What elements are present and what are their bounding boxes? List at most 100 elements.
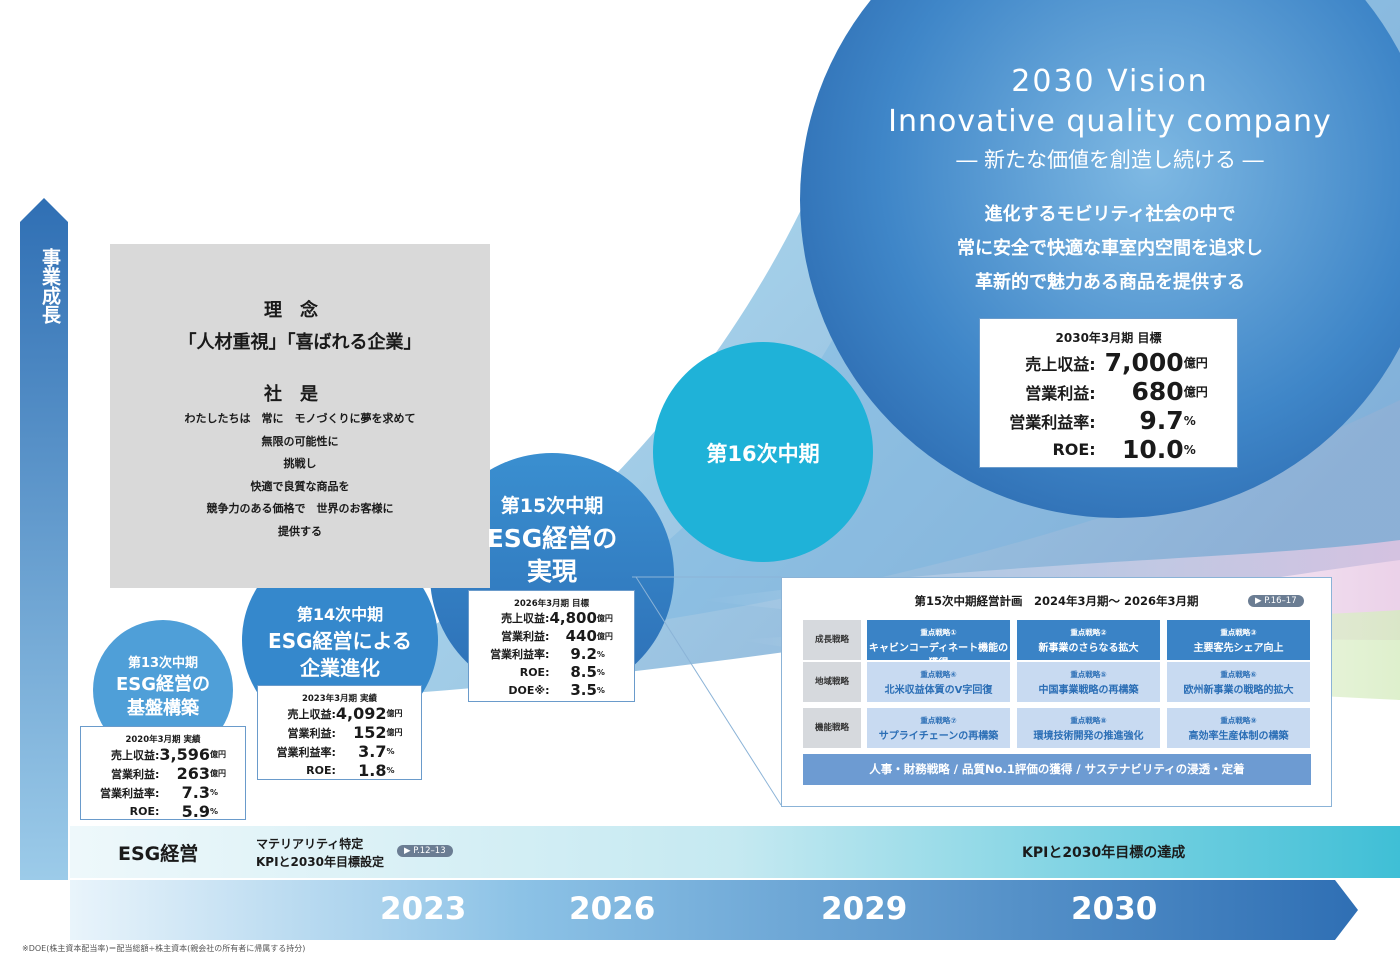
strategy-name: 新事業のさらなる拡大 <box>1038 643 1139 654</box>
kpi-value: 1.8 <box>358 761 387 780</box>
kpi-value: 263 <box>176 764 210 783</box>
strategy-name: 主要客先シェア向上 <box>1193 643 1284 654</box>
kpi-unit: % <box>210 788 219 797</box>
philosophy-quote: 「人材重視」「喜ばれる企業」 <box>178 332 422 353</box>
kpi-unit: % <box>386 766 395 775</box>
kpi-value: 8.5 <box>570 663 597 681</box>
kpi-unit: % <box>1183 442 1196 457</box>
kpi-label: ROE: <box>1052 440 1096 459</box>
kpi-value: 440 <box>565 627 597 645</box>
kpi-label: 売上収益: <box>501 612 550 625</box>
esg-page-ref-link[interactable]: ▶ P.12–13 <box>397 845 453 857</box>
strategy-number: 重点戦略① <box>920 628 957 637</box>
phase-15-line: 実現 <box>526 557 577 586</box>
esg-label: ESG経営 <box>118 843 199 865</box>
kpi-label: ROE: <box>306 764 336 777</box>
strategy-cell: 重点戦略⑥ 欧州新事業の戦略的拡大 <box>1167 662 1310 702</box>
plan-page-ref-link[interactable]: ▶ P.16–17 <box>1248 595 1304 607</box>
strategy-cell: 重点戦略③ 主要客先シェア向上 <box>1167 620 1310 660</box>
kpi-unit: 億円 <box>386 728 403 737</box>
strategy-number: 重点戦略④ <box>920 670 957 679</box>
strategy-number: 重点戦略⑧ <box>1070 716 1107 725</box>
strategy-name: サプライチェーンの再構築 <box>878 731 999 742</box>
result-2023-title: 2023年3月期 実績 <box>301 694 378 704</box>
kpi-unit: % <box>596 667 605 677</box>
plan-15-box: 第15次中期経営計画 2024年3月期～ 2026年3月期 ▶ P.16–17 … <box>781 577 1332 807</box>
target-2030-box: 2030年3月期 目標 売上収益: 7,000 億円 営業利益: 680 億円 営業利益… <box>979 318 1238 468</box>
phase-13-title: 第13次中期 <box>127 656 199 671</box>
esg-materiality-line: マテリアリティ特定 <box>256 837 364 851</box>
strategy-name: 高効率生産体制の構築 <box>1188 731 1289 742</box>
kpi-unit: 億円 <box>1183 356 1208 370</box>
kpi-unit: % <box>596 685 605 695</box>
kpi-value: 3,596 <box>159 745 210 764</box>
vision-desc-line: 進化するモビリティ社会の中で <box>984 204 1236 225</box>
motto-line: 競争力のある価格で 世界のお客様に <box>206 502 394 515</box>
kpi-unit: 億円 <box>1183 385 1208 399</box>
strategy-cell: 重点戦略⑧ 環境技術開発の推進強化 <box>1017 708 1160 748</box>
kpi-label: ROE: <box>129 805 160 818</box>
strategy-cell: 重点戦略④ 北米収益体質のV字回復 <box>867 662 1010 702</box>
kpi-label: DOE※: <box>508 683 550 697</box>
result-2020-title: 2020年3月期 実績 <box>125 735 201 745</box>
motto-line: 快適で良質な商品を <box>250 479 350 493</box>
kpi-value: 7.3 <box>181 783 210 802</box>
phase-14-line: 企業進化 <box>300 656 380 680</box>
footnote: ※DOE(株主資本配当率)＝配当総額÷株主資本(親会社の所有者に帰属する持分) <box>22 944 306 953</box>
kpi-label: 営業利益率: <box>490 648 550 661</box>
kpi-unit: 億円 <box>210 769 226 778</box>
phase-15-line: ESG経営の <box>486 524 618 553</box>
target-2030-title: 2030年3月期 目標 <box>1055 331 1162 345</box>
strategy-number: 重点戦略⑦ <box>920 716 957 725</box>
kpi-value: 5.9 <box>181 802 210 821</box>
kpi-value: 9.2 <box>570 645 597 663</box>
kpi-label: 営業利益: <box>110 767 160 781</box>
kpi-label: 売上収益: <box>287 707 336 721</box>
plan-row-label: 成長戦略 <box>803 620 861 660</box>
kpi-label: 売上収益: <box>110 748 160 762</box>
kpi-unit: 億円 <box>596 631 613 641</box>
phase-14-line: ESG経営による <box>268 629 412 653</box>
kpi-value: 152 <box>353 723 387 742</box>
vision-description: 進化するモビリティ社会の中で 常に安全で快適な車室内空間を追求し 革新的で魅力あ… <box>860 198 1360 300</box>
motto-lines: わたしたちは 常に モノづくりに夢を求めて 無限の可能性に 挑戦し 快適で良質な… <box>110 408 490 543</box>
strategy-cell: 重点戦略② 新事業のさらなる拡大 <box>1017 620 1160 660</box>
kpi-value: 4,800 <box>549 609 597 627</box>
year-label: 2023 <box>380 891 467 927</box>
kpi-value: 10.0 <box>1122 435 1184 464</box>
phase-16-title: 第16次中期 <box>706 442 820 466</box>
strategy-number: 重点戦略⑤ <box>1070 670 1107 679</box>
strategy-number: 重点戦略⑥ <box>1220 670 1257 679</box>
strategy-cell: 重点戦略⑨ 高効率生産体制の構築 <box>1167 708 1310 748</box>
kpi-label: 営業利益: <box>287 726 336 740</box>
kpi-label: 営業利益: <box>501 630 550 643</box>
strategy-name: 環境技術開発の推進強化 <box>1033 731 1144 742</box>
vision-line-1: 2030 Vision <box>1011 64 1209 99</box>
axis-label-business-growth: 事業成長 <box>39 248 61 324</box>
vision-desc-line: 革新的で魅力ある商品を提供する <box>975 272 1245 293</box>
strategy-name: 欧州新事業の戦略的拡大 <box>1183 685 1294 696</box>
phase-16-circle: 第16次中期 <box>653 438 873 468</box>
strategy-cell: 重点戦略⑤ 中国事業戦略の再構築 <box>1017 662 1160 702</box>
target-2026-box: 2026年3月期 目標 売上収益: 4,800 億円 営業利益: 440 億円 営業利益… <box>468 590 635 702</box>
phase-14-title: 第14次中期 <box>296 605 384 624</box>
phase-15-circle: 第15次中期 ESG経営の 実現 <box>440 491 664 588</box>
kpi-value: 9.7 <box>1139 406 1184 435</box>
kpi-unit: % <box>386 747 395 756</box>
vision-title: 2030 Vision Innovative quality company ―… <box>860 62 1360 178</box>
phase-15-title: 第15次中期 <box>500 495 604 517</box>
vision-desc-line: 常に安全で快適な車室内空間を追求し <box>957 238 1263 259</box>
kpi-label: 営業利益率: <box>99 786 160 800</box>
kpi-unit: % <box>1183 413 1196 428</box>
esg-materiality: マテリアリティ特定 KPIと2030年目標設定 <box>256 835 384 871</box>
kpi-label: 売上収益: <box>1025 354 1096 374</box>
kpi-value: 3.7 <box>358 742 387 761</box>
motto-line: 挑戦し <box>283 457 317 470</box>
motto-line: 無限の可能性に <box>261 434 339 448</box>
year-label: 2030 <box>1071 891 1158 927</box>
result-2023-box: 2023年3月期 実績 売上収益: 4,092 億円 営業利益: 152 億円 営業利益… <box>257 685 422 780</box>
result-2020-box: 2020年3月期 実績 売上収益: 3,596 億円 営業利益: 263 億円 営業利益… <box>80 726 246 821</box>
vision-line-3: ― 新たな価値を創造し続ける ― <box>956 148 1264 172</box>
kpi-value: 680 <box>1131 377 1184 406</box>
motto-heading: 社是 <box>264 384 336 405</box>
